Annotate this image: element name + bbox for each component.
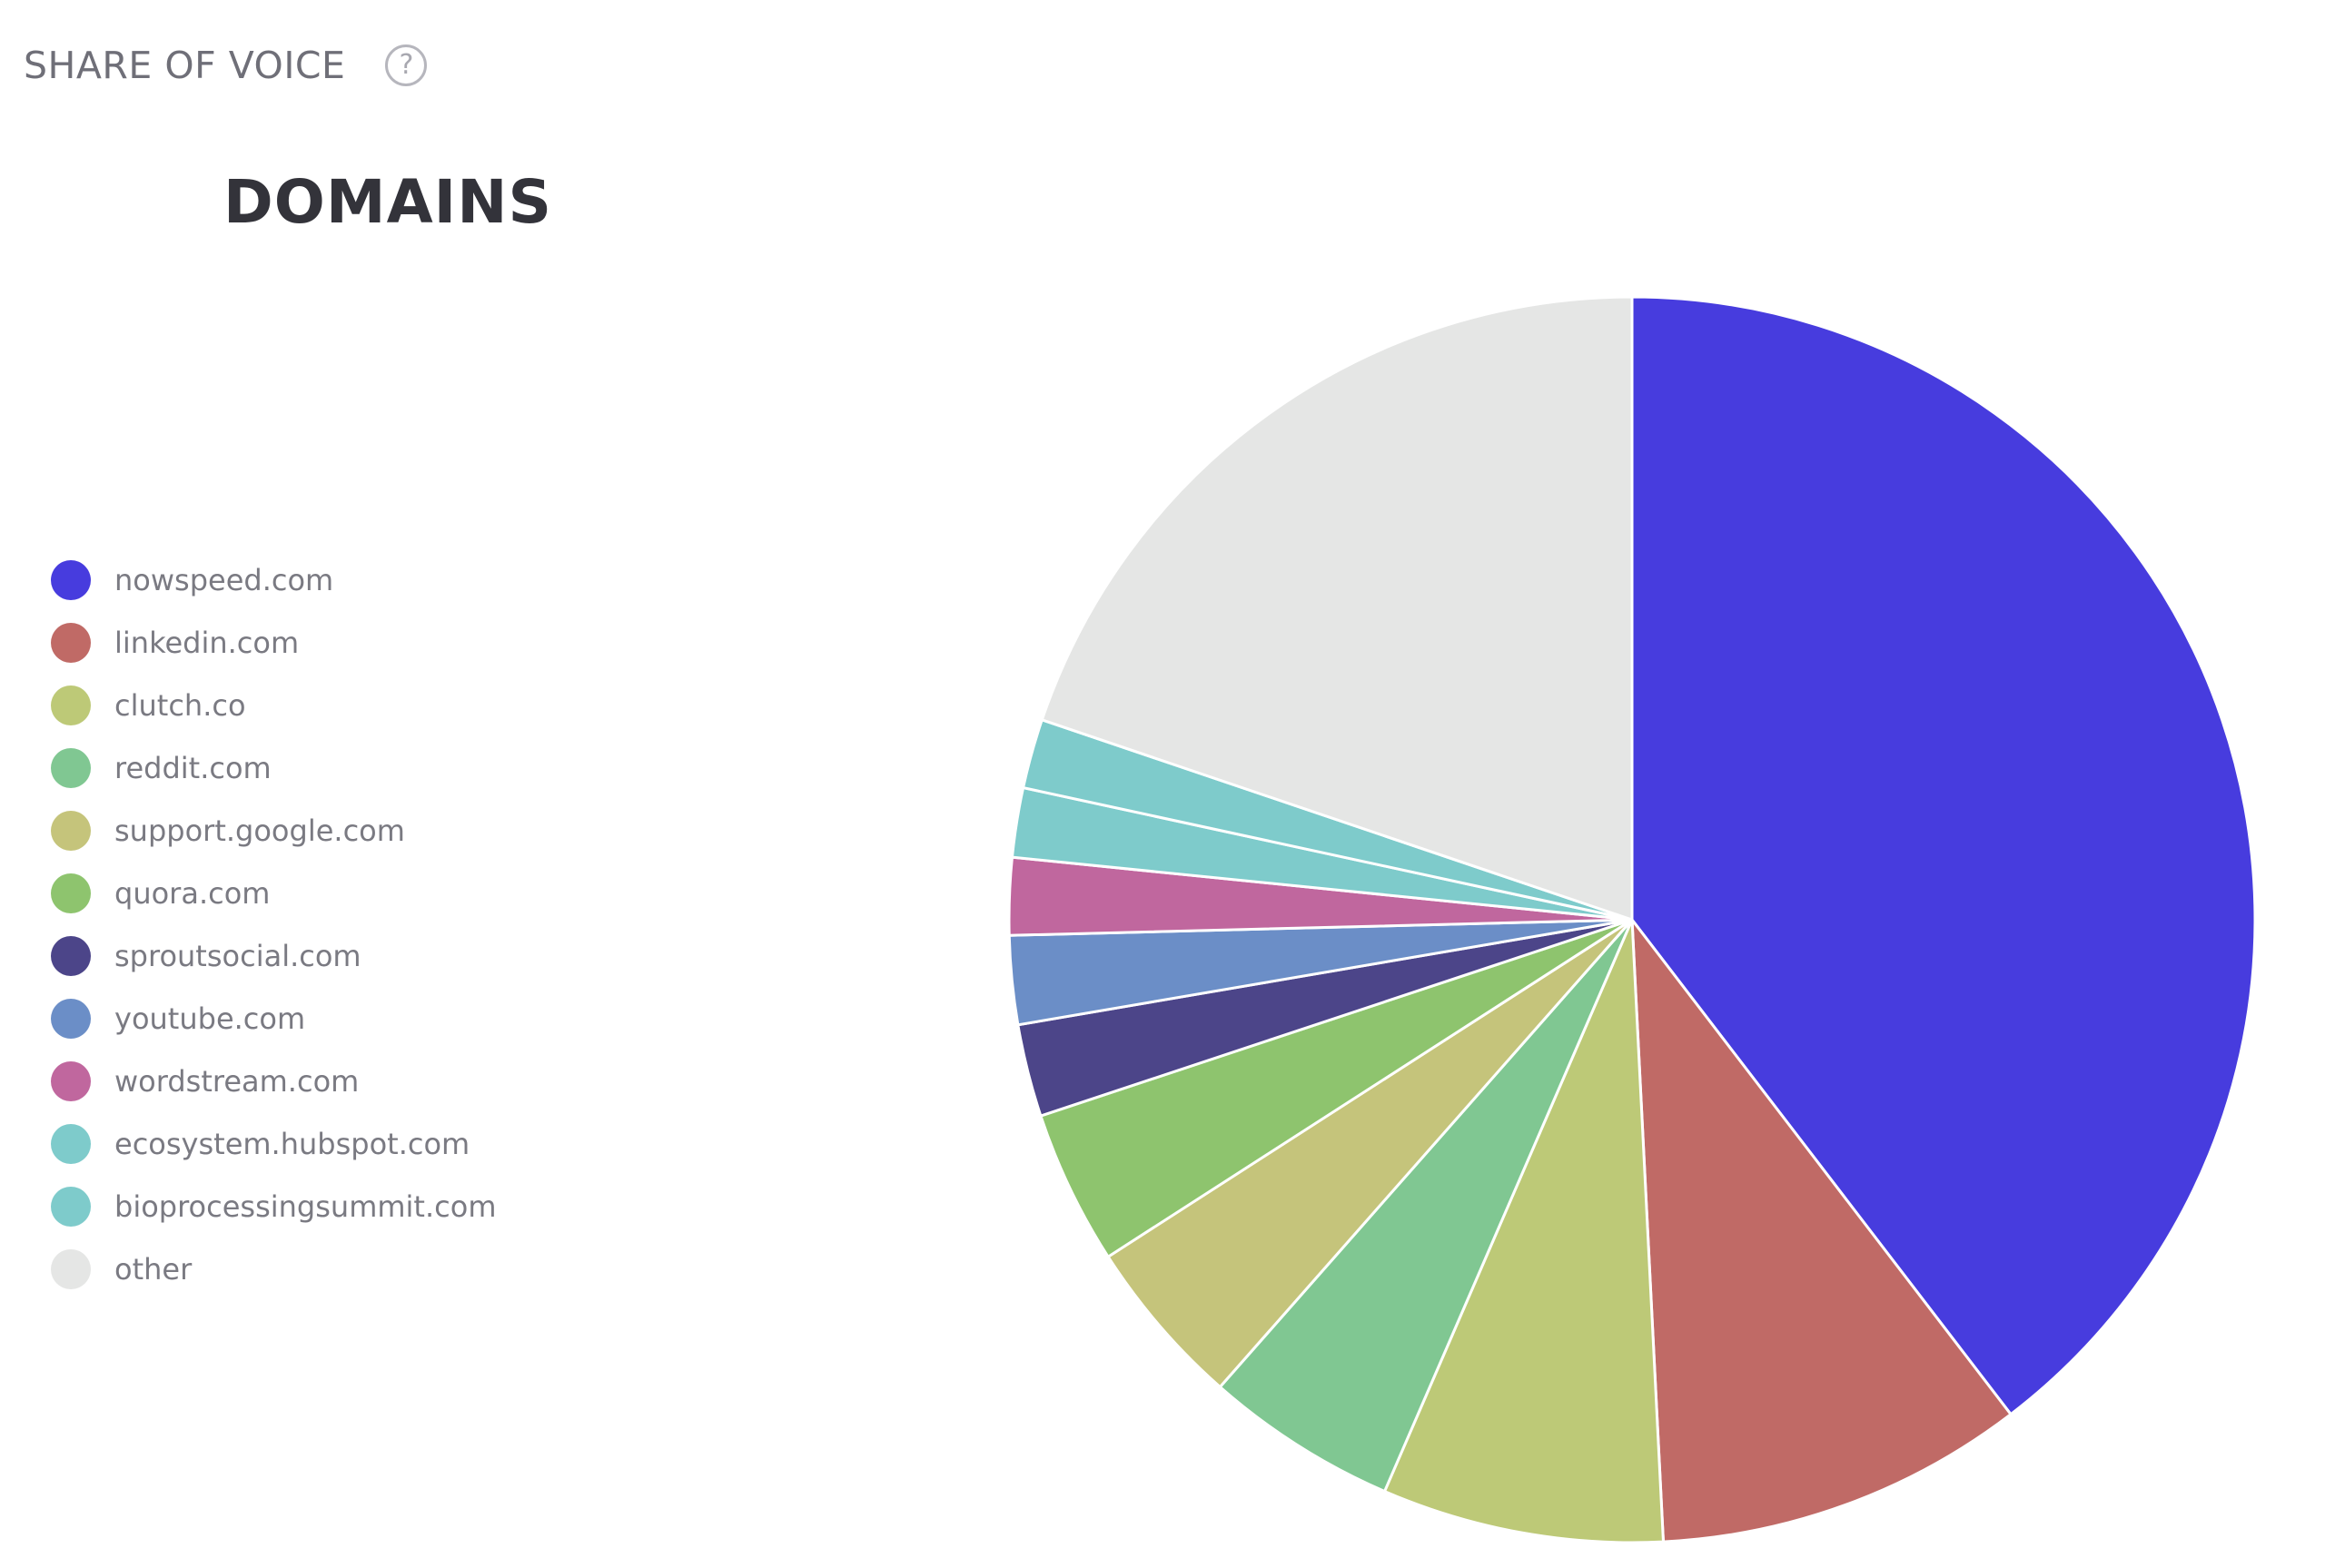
pie-slice[interactable] (1630, 295, 2257, 1416)
legend-item[interactable]: wordstream.com (51, 1050, 496, 1112)
legend-swatch (51, 1186, 91, 1227)
legend-label: linkedin.com (114, 625, 300, 660)
pie-slice[interactable] (1106, 918, 1634, 1389)
legend-swatch (51, 1248, 91, 1289)
chart-legend: nowspeed.com linkedin.com clutch.co reddit.… (51, 548, 496, 1300)
legend-swatch (51, 1060, 91, 1101)
legend-label: ecosystem.hubspot.com (114, 1126, 470, 1161)
legend-label: clutch.co (114, 687, 246, 723)
legend-item[interactable]: other (51, 1238, 496, 1300)
legend-item[interactable]: quora.com (51, 862, 496, 924)
pie-slice[interactable] (1040, 295, 1634, 922)
legend-label: bioprocessingsummit.com (114, 1188, 497, 1224)
section-title: SHARE OF VOICE (24, 44, 346, 87)
legend-swatch (51, 747, 91, 788)
legend-swatch (51, 998, 91, 1039)
pie-slice[interactable] (1630, 918, 2013, 1543)
legend-label: nowspeed.com (114, 562, 334, 597)
legend-swatch (51, 935, 91, 976)
legend-item[interactable]: ecosystem.hubspot.com (51, 1112, 496, 1175)
legend-swatch (51, 873, 91, 913)
legend-label: quora.com (114, 875, 271, 911)
legend-item[interactable]: nowspeed.com (51, 548, 496, 611)
legend-item[interactable]: clutch.co (51, 674, 496, 736)
question-circle-icon[interactable]: ? (385, 44, 428, 86)
pie-slice[interactable] (1218, 918, 1634, 1494)
legend-item[interactable]: sproutsocial.com (51, 924, 496, 987)
legend-label: support.google.com (114, 813, 405, 848)
legend-swatch (51, 559, 91, 600)
legend-item[interactable]: linkedin.com (51, 611, 496, 674)
legend-item[interactable]: bioprocessingsummit.com (51, 1175, 496, 1238)
share-of-voice-header: SHARE OF VOICE ? (24, 44, 428, 87)
legend-item[interactable]: youtube.com (51, 987, 496, 1050)
legend-label: youtube.com (114, 1001, 306, 1036)
legend-label: sproutsocial.com (114, 938, 361, 973)
pie-slice[interactable] (1383, 918, 1665, 1544)
legend-label: reddit.com (114, 750, 272, 785)
legend-item[interactable]: reddit.com (51, 736, 496, 799)
legend-swatch (51, 622, 91, 663)
legend-swatch (51, 1123, 91, 1164)
legend-label: other (114, 1251, 193, 1287)
legend-item[interactable]: support.google.com (51, 799, 496, 862)
chart-title: DOMAINS (223, 167, 552, 237)
legend-swatch (51, 810, 91, 851)
legend-label: wordstream.com (114, 1063, 360, 1099)
legend-swatch (51, 685, 91, 725)
